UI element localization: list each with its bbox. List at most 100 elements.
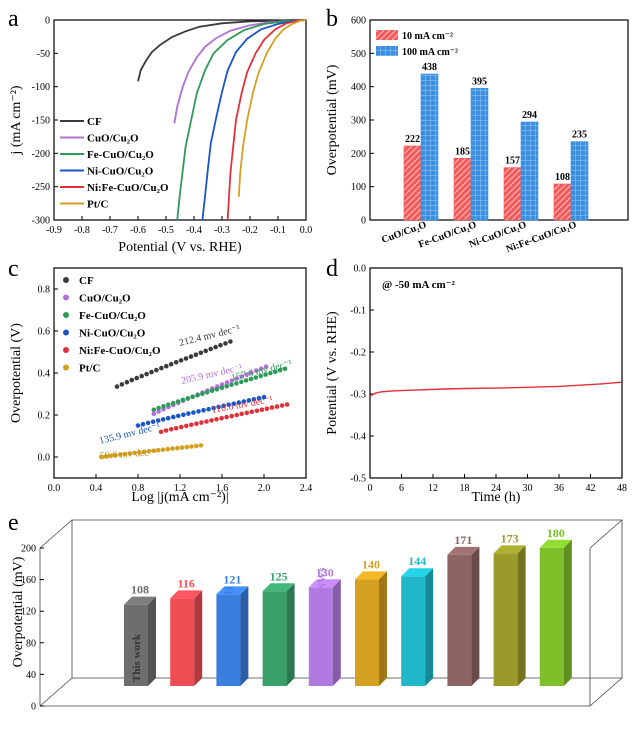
panel-a-xlabel: Potential (V vs. RHE) xyxy=(118,240,242,255)
panel-a-ytick-label: -300 xyxy=(32,216,50,227)
panel-b-bar xyxy=(553,183,572,221)
panel-a-xtick-label: -0.8 xyxy=(74,225,90,236)
panel-a-xtick-label: -0.5 xyxy=(158,225,174,236)
panel-c-data-point xyxy=(279,403,285,408)
panel-c-data-point xyxy=(243,378,249,383)
panel-d-ytick-label: -0.1 xyxy=(350,306,366,317)
panel-c-legend-marker xyxy=(63,329,69,336)
panel-c-ytick-label: 0.6 xyxy=(38,327,51,338)
panel-d-annotation: @ -50 mA cm⁻² xyxy=(382,279,455,291)
panel-c-ytick-label: 0.2 xyxy=(38,411,51,422)
panel-a-legend-label: Fe-CuO/Cu₂O xyxy=(87,149,154,161)
panel-c-data-point xyxy=(124,379,130,385)
panel-c-xtick-label: 0.0 xyxy=(48,483,61,494)
panel-c-data-point xyxy=(156,409,161,414)
panel-b-bar-value: 294 xyxy=(522,110,537,121)
panel-c-data-point xyxy=(239,411,244,417)
panel-e-category-label: Cu₁₋ₓDyₓO xyxy=(547,630,559,682)
panel-d-ylabel: Potential (V vs. RHE) xyxy=(325,311,340,435)
panel-e-category-label: CuO@Ni/NiFe LDH xyxy=(223,585,235,682)
panel-b-bar-value: 395 xyxy=(472,76,487,87)
panel-c-data-point xyxy=(151,448,156,454)
panel-c-data-point xyxy=(249,409,255,415)
panel-e-bar-top xyxy=(170,590,203,599)
panel-c-data-point xyxy=(231,401,237,407)
panel-c-ytick-label: 0.0 xyxy=(38,453,51,464)
panel-c-data-point xyxy=(263,364,269,370)
panel-e-ylabel: Overpotential (mV) xyxy=(11,556,26,667)
panel-c-data-point xyxy=(134,375,139,381)
panel-c-data-point xyxy=(99,454,104,460)
panel-e-bar xyxy=(401,576,426,686)
panel-c-data-point xyxy=(221,403,226,409)
panel-a-xtick-label: -0.4 xyxy=(186,225,202,236)
panel-c-data-point xyxy=(204,419,209,424)
panel-c-data-point xyxy=(194,443,199,449)
panel-c-data-point xyxy=(114,384,120,389)
panel-a-ytick-label: -200 xyxy=(32,149,50,160)
panel-a-ytick-label: 0 xyxy=(45,16,50,27)
panel-e-bar xyxy=(216,594,241,686)
panel-c-data-point xyxy=(196,409,201,414)
panel-c-data-point xyxy=(156,447,161,453)
panel-a-series-line xyxy=(176,19,307,221)
panel-c-data-point xyxy=(145,420,151,426)
panel-c-data-point xyxy=(165,446,171,452)
panel-d-ytick-label: 0.0 xyxy=(354,264,367,275)
panel-c-data-point xyxy=(183,356,189,361)
panel-b-legend-swatch xyxy=(376,30,398,40)
panel-c-data-point xyxy=(269,405,275,410)
panel-c-xtick-label: 0.8 xyxy=(132,483,145,494)
panel-a-xtick-label: 0.0 xyxy=(300,225,313,236)
panel-a-legend-label: Ni:Fe-CuO/Cu₂O xyxy=(87,182,169,194)
panel-c-data-point xyxy=(268,370,273,376)
panel-d-series-line xyxy=(369,381,623,397)
panel-c-data-point xyxy=(158,429,164,435)
panel-c-data-point xyxy=(194,421,199,427)
panel-e-bar-side xyxy=(425,568,434,686)
panel-c-data-point xyxy=(251,397,257,402)
panel-e-category-label: Cu@CoFe LDH xyxy=(454,606,466,682)
panel-label-a: a xyxy=(8,6,19,32)
panel-c-data-point xyxy=(129,377,135,383)
panel-b-bar-value: 235 xyxy=(572,130,587,141)
panel-c-data-point xyxy=(258,373,264,379)
panel-e-bar xyxy=(308,587,333,686)
panel-e-bar xyxy=(493,553,518,686)
panel-e-category-label: CuO/Cu₂O@C-10 xyxy=(270,597,282,682)
panel-e-bar-top xyxy=(447,546,480,555)
panel-a-ytick-label: -50 xyxy=(37,49,50,60)
panel-c-data-point xyxy=(234,376,240,381)
panel-c-data-point xyxy=(284,402,290,407)
panel-e-bar-value: 116 xyxy=(178,576,195,590)
panel-c-data-point xyxy=(259,407,265,413)
panel-c-data-point xyxy=(137,450,142,455)
panel-c-data-point xyxy=(159,365,164,371)
panel-c-legend-label: Pt/C xyxy=(79,363,100,375)
panel-c-data-point xyxy=(204,390,210,395)
panel-c-data-point xyxy=(189,422,194,428)
panel-e-category-label: Mn GDY/Cu(OH)ₓ NWs xyxy=(316,567,328,682)
panel-c-data-point xyxy=(244,372,249,377)
panel-c-data-point xyxy=(181,412,186,418)
panel-e-bar-value: 171 xyxy=(454,533,472,547)
panel-c-data-point xyxy=(168,361,174,367)
panel-c-legend-label: Ni:Fe-CuO/Cu₂O xyxy=(79,345,161,357)
panel-b-ytick-label: 400 xyxy=(351,82,366,93)
panel-e-bar-top xyxy=(401,568,434,577)
panel-c-data-point xyxy=(108,453,114,459)
panel-c-data-point xyxy=(155,418,161,423)
panel-a-ytick-label: -250 xyxy=(32,182,50,193)
panel-c-legend-label: Fe-CuO/Cu₂O xyxy=(79,310,146,322)
panel-c-data-point xyxy=(226,402,231,408)
panel-c-data-point xyxy=(263,372,268,377)
panel-a-ytick-label: -100 xyxy=(32,82,50,93)
panel-c-data-point xyxy=(127,451,133,456)
panel-c-data-point xyxy=(211,405,216,411)
panel-c-data-point xyxy=(282,366,288,372)
panel-a-lsv-chart: -0.9 -0.8 -0.7 -0.6 -0.5 -0.4 -0.3 -0.2 -0.1 0.0 … xyxy=(9,16,312,256)
panel-c-data-point xyxy=(176,413,181,419)
panel-d-xtick-label: 24 xyxy=(491,483,501,494)
panel-c-data-point xyxy=(179,424,184,430)
panel-d-xtick-label: 48 xyxy=(617,483,627,494)
